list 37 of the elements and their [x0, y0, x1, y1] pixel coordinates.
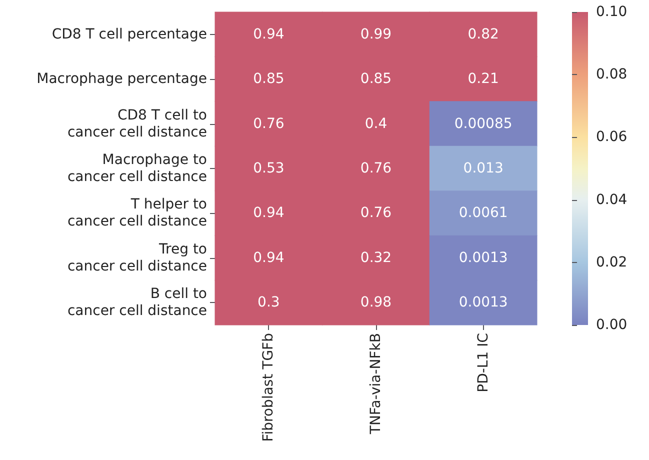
data-label: 0.76: [360, 160, 392, 176]
data-label: 0.3: [258, 294, 280, 311]
data-label: 0.4: [364, 116, 388, 132]
data-label: 0.82: [468, 26, 499, 42]
data-label: 0.94: [253, 250, 284, 266]
y-tick-label: B cell to cancer cell distance: [67, 286, 207, 320]
data-label: 0.0013: [458, 250, 508, 266]
data-label: 0.98: [360, 294, 392, 311]
x-tick-label: Fibroblast TGFb: [260, 332, 277, 442]
data-label: 0.94: [253, 26, 284, 42]
data-label: 0.0061: [458, 205, 508, 222]
color-bar-label: 0.00: [596, 317, 628, 333]
data-label: 0.94: [253, 205, 284, 222]
data-label: 0.013: [463, 160, 504, 176]
data-label: 0.85: [253, 71, 284, 88]
color-bar-label: 0.04: [596, 192, 628, 208]
color-bar-label: 0.10: [596, 4, 628, 20]
y-tick-label: Macrophage to cancer cell distance: [67, 152, 207, 185]
data-label: 0.0013: [458, 294, 508, 311]
color-bar-label: 0.02: [596, 254, 628, 270]
y-tick-label: Treg to cancer cell distance: [67, 241, 207, 274]
data-label: 0.21: [468, 71, 499, 88]
x-tick-label: TNFa-via-NFkB: [368, 333, 384, 436]
y-tick-label: T helper to cancer cell distance: [67, 196, 207, 230]
data-label: 0.76: [360, 205, 392, 222]
x-tick-label: PD-L1 IC: [475, 332, 492, 392]
y-tick-label: CD8 T cell to cancer cell distance: [67, 107, 207, 140]
data-label: 0.00085: [454, 116, 512, 132]
data-label: 0.53: [253, 160, 284, 176]
data-label: 0.76: [253, 116, 284, 132]
y-tick-label: CD8 T cell percentage: [52, 26, 207, 42]
data-label: 0.32: [360, 250, 392, 266]
color-bar-label: 0.08: [596, 66, 628, 83]
data-label: 0.99: [360, 26, 392, 42]
color-bar-label: 0.06: [596, 129, 628, 146]
y-tick-label: Macrophage percentage: [36, 71, 207, 88]
data-label: 0.85: [360, 71, 392, 88]
